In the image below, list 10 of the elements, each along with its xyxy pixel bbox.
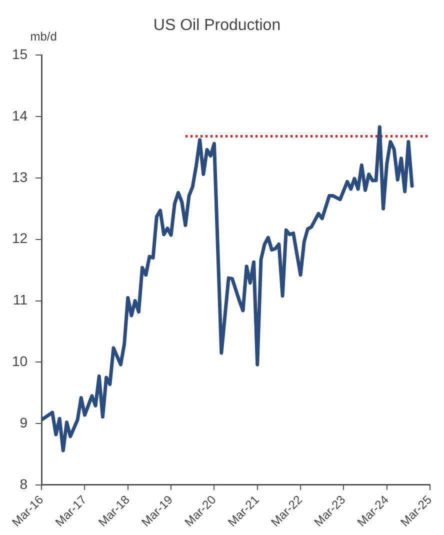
y-tick-label: 9 <box>20 414 28 430</box>
y-axis-title: mb/d <box>30 30 57 44</box>
chart-title: US Oil Production <box>153 17 281 34</box>
y-tick-label: 11 <box>13 292 28 308</box>
y-tick-label: 14 <box>12 107 28 124</box>
y-tick-label: 13 <box>12 168 28 185</box>
y-tick-label: 10 <box>12 353 28 370</box>
y-tick-label: 12 <box>12 230 28 246</box>
y-tick-label: 8 <box>20 476 28 492</box>
y-tick-label: 15 <box>12 46 28 62</box>
